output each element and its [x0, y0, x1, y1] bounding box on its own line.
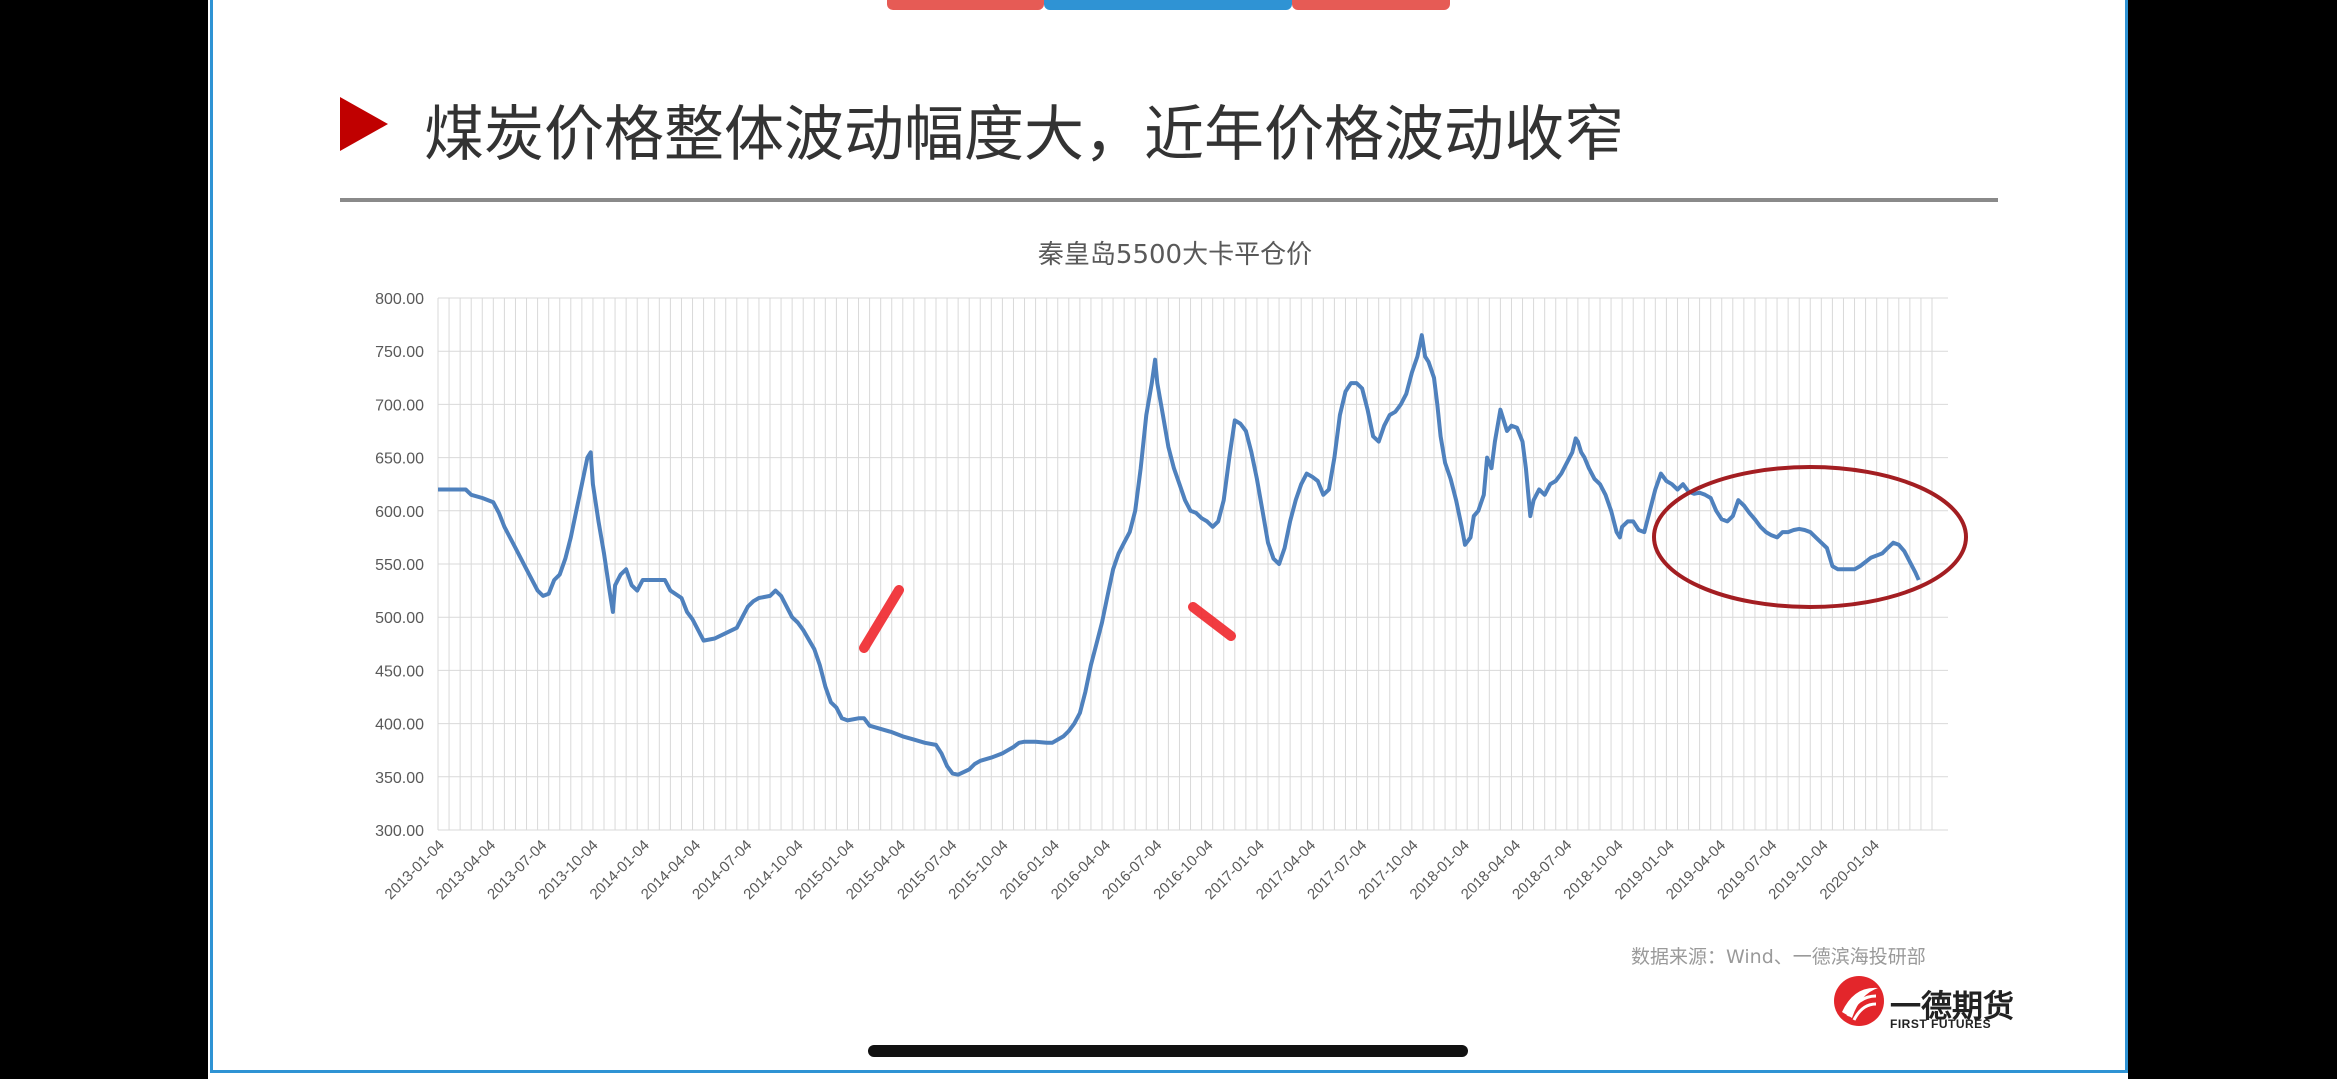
title-divider	[340, 198, 1998, 202]
price-series-line	[438, 333, 1921, 777]
top-accent-blue	[1044, 0, 1292, 10]
y-tick-label: 700.00	[375, 397, 424, 414]
chart-title: 秦皇岛5500大卡平仓价	[1038, 240, 1312, 270]
data-source-note: 数据来源：Wind、一德滨海投研部	[1631, 946, 1926, 968]
title-triangle-icon	[340, 97, 388, 151]
x-axis-labels: 2013-01-042013-04-042013-07-042013-10-04…	[382, 837, 1883, 903]
y-tick-label: 650.00	[375, 451, 424, 468]
annotation-layer	[859, 465, 1968, 653]
y-axis-labels: 800.00 750.00 700.00 650.00 600.00 550.00 500.…	[375, 291, 424, 840]
red-circle-annotation	[1652, 465, 1968, 609]
y-tick-label: 450.00	[375, 663, 424, 680]
first-futures-logo-icon	[1834, 976, 1884, 1026]
top-accent-red-right	[1292, 0, 1450, 10]
y-tick-label: 750.00	[375, 344, 424, 361]
y-tick-label: 300.00	[375, 823, 424, 840]
slide-title: 煤炭价格整体波动幅度大，近年价格波动收窄	[424, 100, 1624, 170]
y-tick-label: 500.00	[375, 610, 424, 627]
y-tick-label: 550.00	[375, 557, 424, 574]
red-marker-stroke-left	[859, 585, 904, 653]
logo-name: 一德期货	[1890, 989, 2014, 1025]
home-indicator-bar[interactable]	[868, 1045, 1468, 1057]
y-tick-label: 350.00	[375, 770, 424, 787]
logo-subtitle: FIRST FUTURES	[1890, 1017, 1992, 1031]
red-marker-stroke-right	[1188, 602, 1236, 641]
y-tick-label: 400.00	[375, 717, 424, 734]
top-accent-red-left	[887, 0, 1044, 10]
y-tick-label: 600.00	[375, 504, 424, 521]
y-tick-label: 800.00	[375, 291, 424, 308]
